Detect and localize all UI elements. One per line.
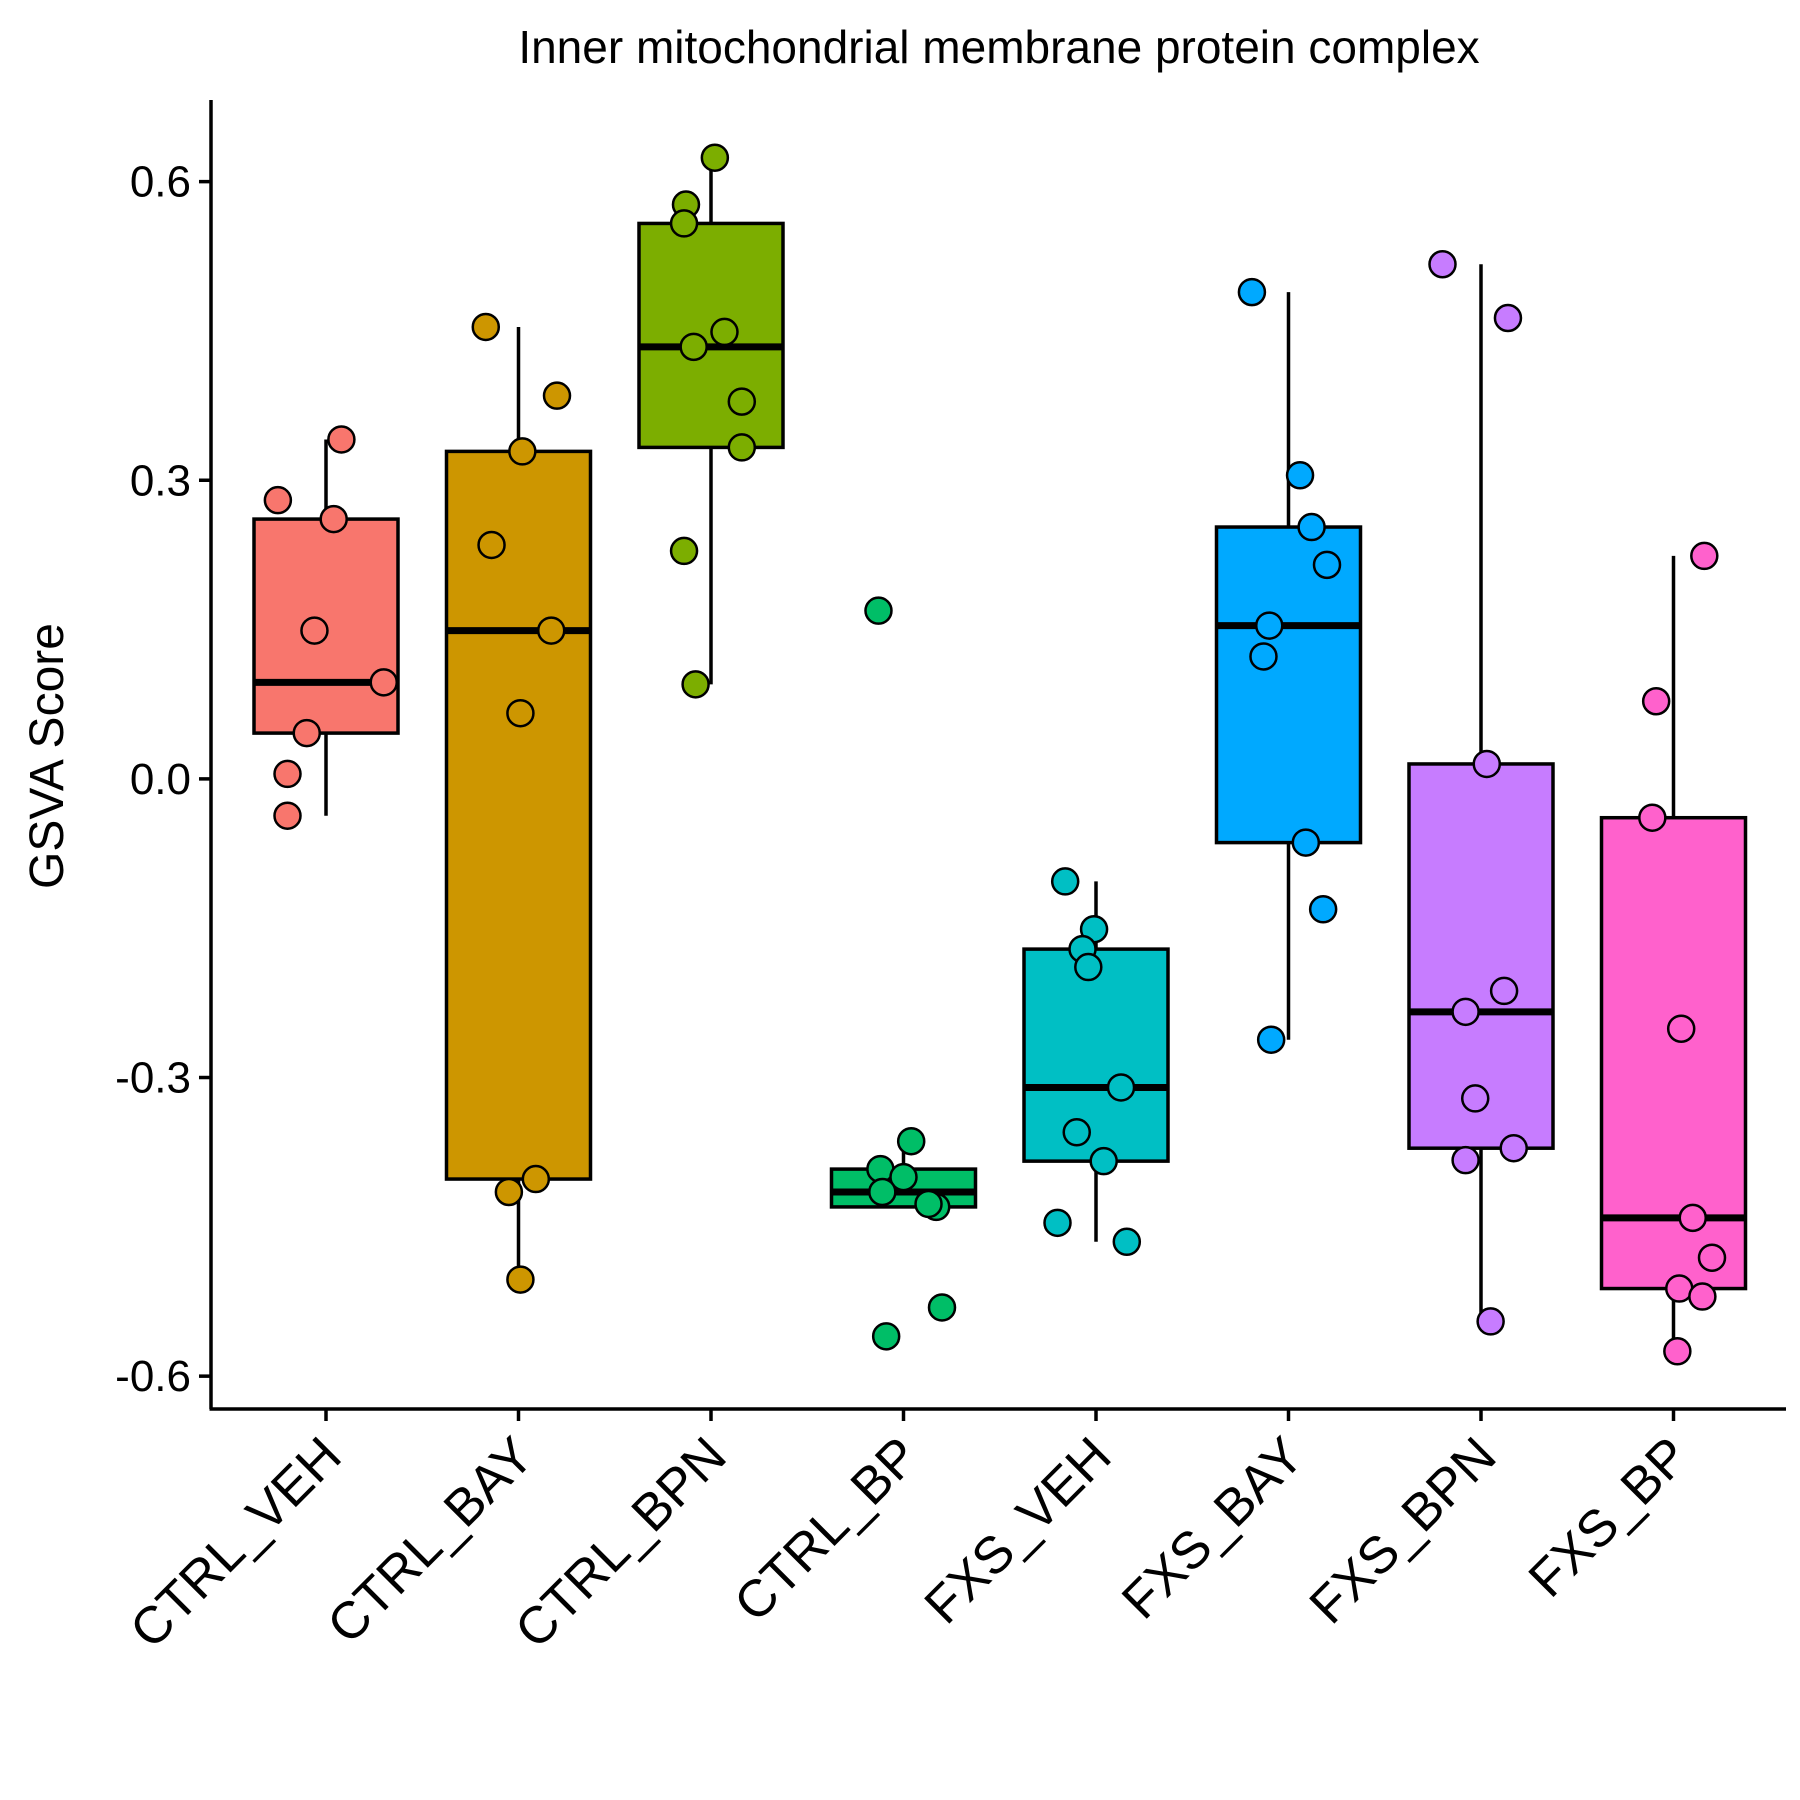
y-tick-label: 0.3: [130, 456, 191, 505]
data-point: [1106, 1073, 1136, 1102]
data-point: [868, 1177, 897, 1207]
data-point: [1451, 1145, 1480, 1175]
data-point: [896, 1126, 926, 1156]
box-group: [1599, 555, 1748, 1352]
data-point: [927, 1293, 957, 1322]
boxes-layer: [252, 157, 1748, 1352]
data-point: [263, 485, 293, 515]
x-tick-label: FXS_BAY: [1111, 1426, 1315, 1630]
box-group: [1214, 292, 1363, 1040]
x-tick-label: FXS_BPN: [1299, 1426, 1508, 1635]
data-point: [1297, 512, 1326, 542]
data-point: [727, 387, 757, 416]
data-point: [864, 596, 893, 625]
y-tick-label: -0.6: [115, 1352, 191, 1401]
data-point: [1688, 1282, 1717, 1311]
data-point: [1074, 952, 1103, 982]
data-point: [1237, 277, 1267, 307]
data-point: [471, 312, 501, 342]
data-point: [494, 1177, 524, 1207]
data-point: [1249, 642, 1278, 671]
data-point: [1666, 1014, 1696, 1043]
data-point: [1285, 461, 1315, 490]
x-tick-label: CTRL_BPN: [504, 1426, 737, 1659]
data-point: [1638, 803, 1667, 832]
box-body: [1022, 947, 1170, 1163]
data-point: [1291, 828, 1321, 857]
data-point: [1043, 1208, 1072, 1238]
y-tick-label: 0.0: [130, 755, 191, 804]
data-point: [1641, 686, 1671, 716]
data-point: [871, 1322, 901, 1351]
data-point: [669, 536, 699, 566]
data-point: [1690, 541, 1719, 571]
box-group: [637, 157, 785, 685]
data-point: [1678, 1203, 1707, 1233]
box-group: [1022, 881, 1170, 1242]
data-point: [506, 1265, 535, 1294]
data-point: [1451, 997, 1480, 1027]
x-tick-label: FXS_VEH: [914, 1426, 1123, 1635]
data-point: [508, 437, 537, 466]
box-body: [1599, 815, 1748, 1291]
data-point: [292, 718, 321, 748]
data-point: [1256, 1025, 1286, 1054]
data-point: [1489, 976, 1519, 1006]
x-tick-label: CTRL_VEH: [119, 1426, 352, 1659]
y-tick-label: 0.6: [130, 158, 191, 207]
data-point: [1428, 249, 1457, 279]
data-point: [1112, 1227, 1142, 1257]
data-point: [700, 143, 730, 172]
data-point: [1089, 1146, 1118, 1176]
points-layer: [263, 143, 1727, 1366]
data-point: [542, 381, 572, 410]
data-point: [1493, 303, 1523, 333]
data-point: [536, 616, 566, 645]
box-body: [444, 449, 593, 1181]
chart-title: Inner mitochondrial membrane protein com…: [518, 21, 1479, 73]
data-point: [889, 1162, 918, 1192]
data-point: [1255, 611, 1284, 640]
data-point: [273, 759, 302, 789]
data-point: [1697, 1243, 1727, 1272]
data-point: [1312, 550, 1342, 580]
data-point: [1460, 1084, 1490, 1113]
data-point: [1663, 1337, 1692, 1366]
y-tick-label: -0.3: [115, 1054, 191, 1103]
box-body: [1407, 762, 1555, 1150]
box-body: [1214, 525, 1363, 845]
data-point: [1499, 1133, 1528, 1163]
data-point: [521, 1164, 551, 1194]
data-point: [369, 668, 398, 697]
data-point: [319, 504, 348, 534]
data-point: [1062, 1118, 1091, 1147]
data-point: [710, 317, 739, 347]
data-point: [679, 332, 708, 362]
y-axis-title: GSVA Score: [21, 623, 74, 889]
data-point: [327, 425, 356, 454]
data-point: [477, 530, 506, 560]
data-point: [1308, 895, 1338, 924]
box-group: [1407, 264, 1555, 1322]
data-point: [300, 616, 329, 645]
x-tick-label: CTRL_BP: [723, 1426, 930, 1633]
data-point: [1476, 1307, 1505, 1336]
data-point: [1472, 749, 1502, 779]
data-point: [681, 670, 710, 699]
box-group: [444, 326, 593, 1280]
data-point: [273, 801, 302, 830]
data-point: [1050, 867, 1080, 896]
data-point: [669, 209, 699, 238]
data-point: [727, 433, 757, 462]
data-point: [506, 698, 535, 728]
data-point: [914, 1189, 943, 1219]
x-tick-label: FXS_BP: [1518, 1426, 1700, 1608]
